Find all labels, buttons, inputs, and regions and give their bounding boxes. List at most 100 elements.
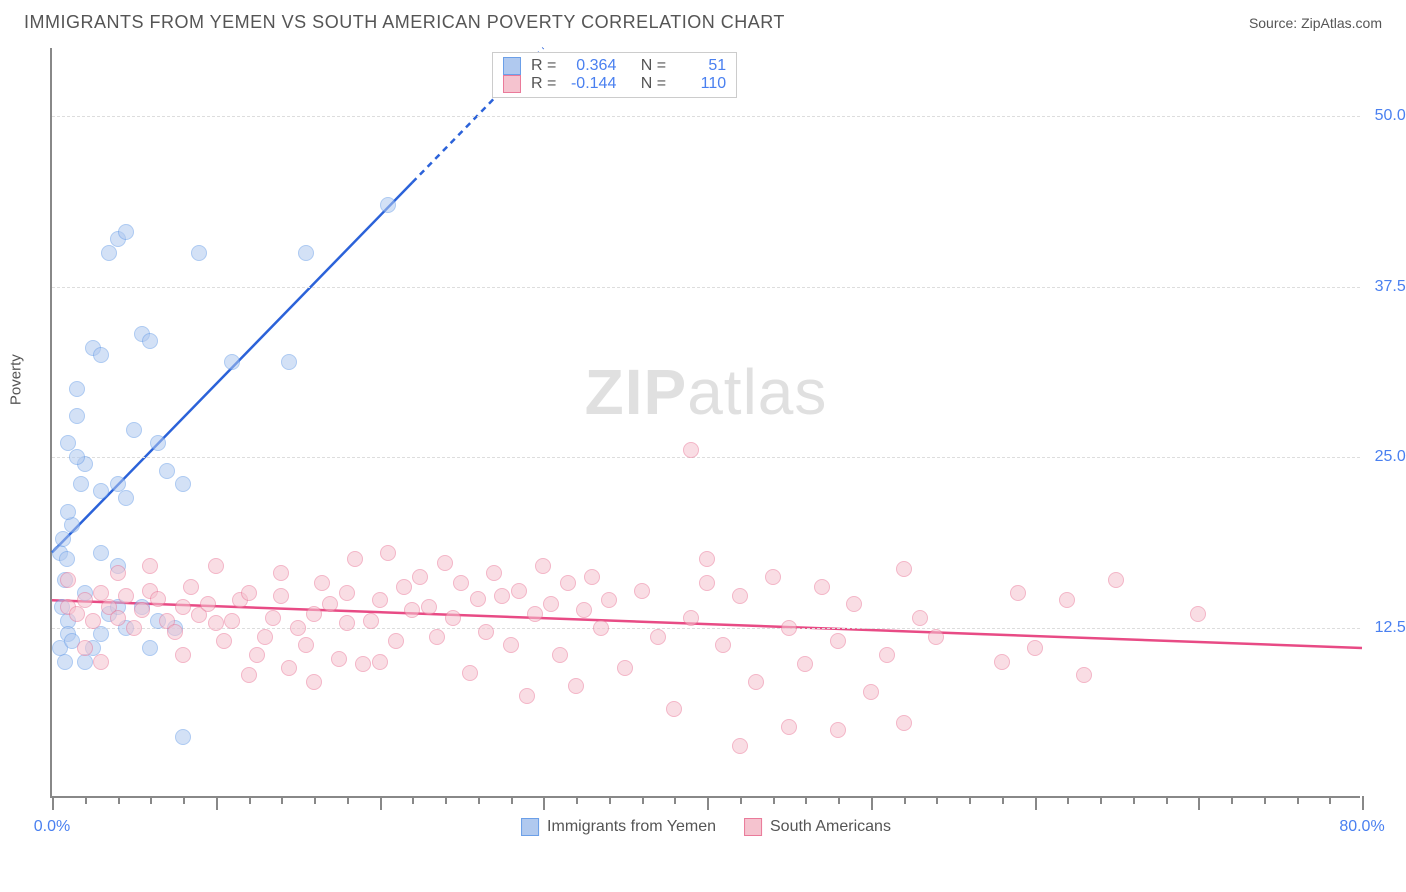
scatter-point-south_am xyxy=(527,606,543,622)
x-tick xyxy=(1035,796,1037,810)
x-tick xyxy=(380,796,382,810)
scatter-point-south_am xyxy=(994,654,1010,670)
scatter-point-south_am xyxy=(879,647,895,663)
scatter-point-south_am xyxy=(715,637,731,653)
scatter-point-yemen xyxy=(64,517,80,533)
legend-row-yemen: R = 0.364 N = 51 xyxy=(503,57,726,75)
scatter-point-south_am xyxy=(445,610,461,626)
x-tick xyxy=(249,796,251,804)
x-tick xyxy=(1264,796,1266,804)
scatter-point-yemen xyxy=(57,654,73,670)
scatter-point-south_am xyxy=(830,633,846,649)
scatter-point-south_am xyxy=(380,545,396,561)
series-legend: Immigrants from YemenSouth Americans xyxy=(521,818,891,836)
scatter-point-south_am xyxy=(494,588,510,604)
scatter-point-south_am xyxy=(175,647,191,663)
scatter-point-south_am xyxy=(1108,572,1124,588)
scatter-point-south_am xyxy=(257,629,273,645)
scatter-point-south_am xyxy=(1010,585,1026,601)
x-tick xyxy=(936,796,938,804)
scatter-point-south_am xyxy=(732,588,748,604)
x-tick xyxy=(118,796,120,804)
scatter-point-south_am xyxy=(249,647,265,663)
source-name: ZipAtlas.com xyxy=(1301,15,1382,31)
x-tick xyxy=(511,796,513,804)
scatter-point-south_am xyxy=(314,575,330,591)
legend-row-south_am: R = -0.144 N = 110 xyxy=(503,75,726,93)
scatter-point-yemen xyxy=(69,381,85,397)
scatter-point-south_am xyxy=(519,688,535,704)
scatter-point-south_am xyxy=(363,613,379,629)
legend-swatch xyxy=(503,57,521,75)
scatter-point-south_am xyxy=(511,583,527,599)
scatter-point-south_am xyxy=(110,610,126,626)
scatter-point-south_am xyxy=(617,660,633,676)
scatter-point-yemen xyxy=(101,245,117,261)
scatter-point-south_am xyxy=(863,684,879,700)
scatter-point-south_am xyxy=(175,599,191,615)
scatter-point-yemen xyxy=(126,422,142,438)
scatter-point-south_am xyxy=(650,629,666,645)
x-tick xyxy=(740,796,742,804)
scatter-point-south_am xyxy=(110,565,126,581)
scatter-point-south_am xyxy=(200,596,216,612)
scatter-point-yemen xyxy=(142,333,158,349)
scatter-point-south_am xyxy=(568,678,584,694)
scatter-point-yemen xyxy=(380,197,396,213)
gridline xyxy=(52,116,1360,117)
gridline xyxy=(52,457,1360,458)
x-tick xyxy=(1133,796,1135,804)
scatter-point-south_am xyxy=(781,620,797,636)
scatter-point-south_am xyxy=(437,555,453,571)
y-tick-label: 50.0% xyxy=(1370,107,1406,125)
scatter-point-south_am xyxy=(928,629,944,645)
x-tick xyxy=(183,796,185,804)
source-label: Source: ZipAtlas.com xyxy=(1249,15,1382,31)
scatter-point-south_am xyxy=(183,579,199,595)
scatter-point-yemen xyxy=(118,490,134,506)
scatter-point-south_am xyxy=(281,660,297,676)
scatter-point-yemen xyxy=(175,729,191,745)
scatter-point-south_am xyxy=(142,558,158,574)
scatter-point-yemen xyxy=(142,640,158,656)
scatter-point-south_am xyxy=(93,654,109,670)
scatter-point-south_am xyxy=(765,569,781,585)
scatter-point-south_am xyxy=(470,591,486,607)
x-tick xyxy=(609,796,611,804)
scatter-point-yemen xyxy=(298,245,314,261)
scatter-point-south_am xyxy=(1059,592,1075,608)
scatter-point-south_am xyxy=(216,633,232,649)
scatter-point-south_am xyxy=(552,647,568,663)
y-tick-label: 37.5% xyxy=(1370,278,1406,296)
scatter-point-south_am xyxy=(273,565,289,581)
x-tick xyxy=(1198,796,1200,810)
scatter-point-south_am xyxy=(85,613,101,629)
page-title: IMMIGRANTS FROM YEMEN VS SOUTH AMERICAN … xyxy=(24,12,785,33)
x-tick xyxy=(1297,796,1299,804)
scatter-point-yemen xyxy=(224,354,240,370)
legend-swatch xyxy=(503,75,521,93)
x-tick xyxy=(1362,796,1364,810)
scatter-point-south_am xyxy=(593,620,609,636)
scatter-point-south_am xyxy=(134,602,150,618)
x-tick xyxy=(52,796,54,810)
x-tick xyxy=(543,796,545,810)
scatter-point-south_am xyxy=(322,596,338,612)
scatter-point-yemen xyxy=(118,224,134,240)
x-tick xyxy=(1329,796,1331,804)
y-tick-label: 25.0% xyxy=(1370,448,1406,466)
scatter-point-south_am xyxy=(732,738,748,754)
scatter-point-south_am xyxy=(683,610,699,626)
x-tick xyxy=(773,796,775,804)
y-tick-label: 12.5% xyxy=(1370,619,1406,637)
scatter-point-yemen xyxy=(150,435,166,451)
x-tick xyxy=(1100,796,1102,804)
scatter-point-south_am xyxy=(265,610,281,626)
legend-swatch xyxy=(744,818,762,836)
scatter-point-south_am xyxy=(77,640,93,656)
scatter-point-south_am xyxy=(912,610,928,626)
scatter-point-south_am xyxy=(814,579,830,595)
scatter-point-south_am xyxy=(830,722,846,738)
scatter-point-south_am xyxy=(241,585,257,601)
scatter-point-south_am xyxy=(486,565,502,581)
